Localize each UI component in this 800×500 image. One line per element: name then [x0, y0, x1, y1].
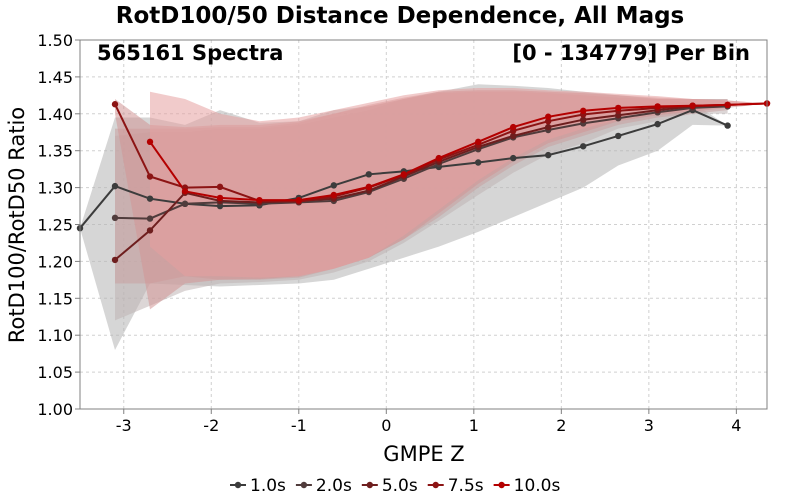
- y-tick-label: 1.50: [37, 31, 73, 50]
- data-point-7.5s: [216, 183, 224, 191]
- data-point-10.0s: [474, 138, 482, 146]
- legend-marker-2.0s: [300, 481, 308, 489]
- legend-marker-10.0s: [498, 481, 505, 489]
- legend-marker-1.0s: [234, 481, 242, 489]
- data-point-5.0s: [146, 227, 154, 234]
- legend: 1.0s 2.0s 5.0s 7.5s 10.0s: [230, 476, 560, 496]
- legend-marker-5.0s: [366, 481, 374, 489]
- data-point-10.0s: [181, 188, 189, 195]
- x-tick-label: -2: [203, 416, 219, 435]
- data-point-10.0s: [435, 154, 443, 162]
- data-point-1.0s: [474, 159, 482, 166]
- y-tick-label: 1.05: [37, 363, 73, 382]
- legend-label-10.0s: 10.0s: [514, 476, 561, 496]
- data-point-10.0s: [330, 191, 337, 199]
- series-line-5.0s: [114, 103, 728, 261]
- y-tick-label: 1.45: [37, 68, 73, 87]
- data-point-1.0s: [724, 122, 731, 129]
- data-point-2.0s: [111, 214, 119, 222]
- legend-label-5.0s: 5.0s: [382, 476, 418, 496]
- data-point-5.0s: [545, 123, 552, 131]
- data-point-1.0s: [111, 182, 119, 190]
- data-point-10.0s: [365, 183, 373, 191]
- x-tick-label: 3: [644, 416, 654, 435]
- data-point-10.0s: [615, 104, 622, 112]
- data-point-10.0s: [580, 107, 587, 115]
- data-point-2.0s: [181, 200, 189, 208]
- data-point-1.0s: [545, 151, 552, 159]
- data-point-10.0s: [216, 194, 224, 202]
- data-point-1.0s: [365, 171, 373, 178]
- data-point-1.0s: [654, 120, 661, 128]
- x-ticks: -3 -2 -1 0 1 2 3 4: [116, 409, 741, 435]
- data-point-10.0s: [400, 171, 408, 178]
- per-bin-annotation: [0 - 134779] Per Bin: [512, 41, 750, 65]
- data-point-10.0s: [146, 138, 154, 146]
- x-tick-label: 1: [469, 416, 479, 435]
- data-point-5.0s: [111, 256, 119, 264]
- data-point-10.0s: [295, 196, 302, 204]
- legend-label-1.0s: 1.0s: [250, 476, 286, 496]
- data-point-7.5s: [111, 101, 119, 108]
- data-point-1.0s: [146, 195, 154, 202]
- legend-label-2.0s: 2.0s: [316, 476, 352, 496]
- y-ticks: 1.00 1.05 1.10 1.15 1.20 1.25 1.30 1.35 1.40 1.45…: [37, 31, 80, 419]
- data-point-10.0s: [256, 196, 263, 204]
- x-axis-label: GMPE Z: [383, 442, 464, 466]
- spread-band-10.0s: [150, 88, 767, 278]
- y-axis-label: RotD100/RotD50 Ratio: [5, 107, 29, 343]
- data-point-5.0s: [615, 112, 622, 119]
- data-point-1.0s: [580, 143, 587, 150]
- y-tick-label: 1.00: [37, 400, 73, 419]
- y-tick-label: 1.40: [37, 105, 73, 124]
- series-points: [76, 100, 771, 264]
- data-point-7.5s: [545, 117, 552, 125]
- x-tick-label: -3: [116, 416, 132, 435]
- data-point-2.0s: [146, 215, 154, 222]
- data-point-10.0s: [689, 102, 696, 109]
- legend-label-7.5s: 7.5s: [448, 476, 484, 496]
- data-point-10.0s: [545, 113, 552, 120]
- data-point-10.0s: [724, 101, 731, 109]
- data-point-7.5s: [146, 173, 154, 180]
- y-tick-label: 1.20: [37, 252, 73, 271]
- legend-marker-7.5s: [432, 481, 439, 489]
- data-point-10.0s: [654, 103, 661, 110]
- y-tick-label: 1.10: [37, 326, 73, 345]
- chart-title: RotD100/50 Distance Dependence, All Mags: [116, 3, 685, 29]
- x-tick-label: 2: [556, 416, 566, 435]
- data-point-5.0s: [580, 116, 587, 123]
- y-tick-label: 1.25: [37, 216, 73, 235]
- series-line-10.0s: [149, 102, 768, 202]
- y-tick-label: 1.35: [37, 142, 73, 161]
- data-point-10.0s: [510, 123, 517, 131]
- data-point-1.0s: [615, 132, 622, 140]
- x-tick-label: -1: [291, 416, 307, 435]
- data-point-5.0s: [510, 132, 517, 140]
- x-tick-label: 0: [381, 416, 391, 435]
- data-point-1.0s: [330, 182, 337, 189]
- x-tick-label: 4: [731, 416, 741, 435]
- y-tick-label: 1.15: [37, 289, 73, 308]
- spectra-count-annotation: 565161 Spectra: [97, 41, 283, 65]
- series-line-2.0s: [114, 105, 728, 220]
- data-point-1.0s: [510, 154, 517, 162]
- y-tick-label: 1.30: [37, 179, 73, 198]
